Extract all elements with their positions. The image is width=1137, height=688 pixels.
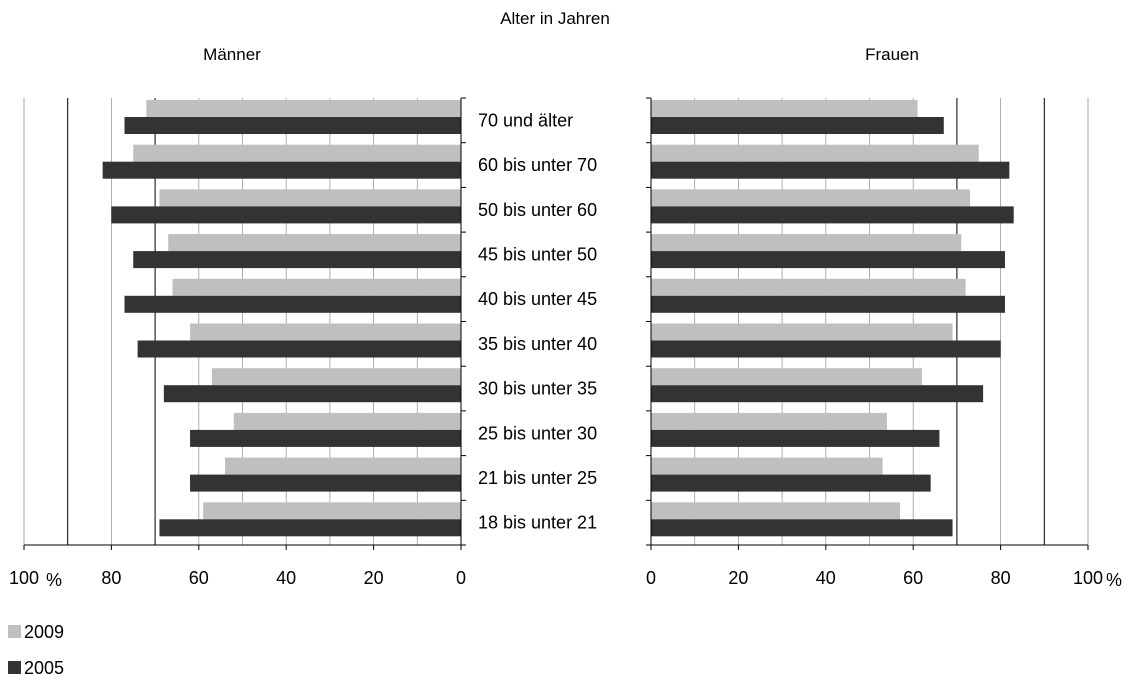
bar-maenner-2005 [137,340,461,358]
category-label: 21 bis unter 25 [478,468,597,488]
bar-frauen-2009 [651,502,901,520]
bar-maenner-2005 [102,161,461,179]
tick-label: 40 [276,568,296,588]
tick-label: 80 [101,568,121,588]
bar-frauen-2009 [651,457,883,475]
bar-maenner-2009 [225,457,461,475]
tick-label: 40 [816,568,836,588]
category-label: 40 bis unter 45 [478,289,597,309]
bar-frauen-2005 [651,117,944,134]
category-label: 25 bis unter 30 [478,423,597,443]
bar-frauen-2009 [651,144,979,162]
tick-label: 0 [646,568,656,588]
bar-maenner-2005 [159,519,461,537]
bar-frauen-2009 [651,278,966,296]
bar-maenner-2009 [190,323,461,341]
legend-label-2009: 2009 [24,622,64,642]
bar-maenner-2005 [124,117,461,134]
tick-label: 60 [189,568,209,588]
bar-maenner-2005 [190,429,461,447]
bar-frauen-2009 [651,323,953,341]
bar-frauen-2005 [651,429,940,447]
bar-maenner-2009 [233,412,461,430]
bar-frauen-2005 [651,474,931,492]
bar-frauen-2009 [651,189,971,207]
tick-label: 60 [903,568,923,588]
bar-frauen-2009 [651,100,918,117]
tick-label: 80 [991,568,1011,588]
legend-swatch-2009 [8,625,21,638]
tick-label: 100 [9,568,39,588]
tick-label: 0 [456,568,466,588]
legend: 2009 2005 [8,622,64,678]
category-label: 60 bis unter 70 [478,155,597,175]
bar-maenner-2009 [146,100,462,117]
category-label: 35 bis unter 40 [478,334,597,354]
tick-label: 20 [728,568,748,588]
chart-title: Alter in Jahren [500,9,610,28]
bar-frauen-2005 [651,295,1005,313]
category-label: 18 bis unter 21 [478,513,597,533]
bar-frauen-2009 [651,412,887,430]
category-label: 30 bis unter 35 [478,379,597,399]
bar-frauen-2005 [651,385,984,403]
legend-label-2005: 2005 [24,658,64,678]
legend-swatch-2005 [8,661,21,674]
category-label: 45 bis unter 50 [478,244,597,264]
bar-frauen-2005 [651,251,1005,269]
bar-frauen-2005 [651,161,1010,179]
category-label: 70 und älter [478,110,573,130]
unit-label: % [1106,570,1122,590]
bar-maenner-2005 [163,385,461,403]
bar-maenner-2005 [190,474,461,492]
bar-maenner-2009 [168,234,461,252]
bar-maenner-2005 [133,251,461,269]
bar-maenner-2009 [159,189,461,207]
bar-frauen-2005 [651,340,1001,358]
bar-frauen-2009 [651,368,922,386]
category-label: 50 bis unter 60 [478,200,597,220]
unit-label: % [46,570,62,590]
bar-frauen-2005 [651,206,1014,224]
bar-maenner-2009 [211,368,461,386]
tick-label: 100 [1073,568,1103,588]
bar-frauen-2009 [651,234,962,252]
panel-title-frauen: Frauen [865,45,919,64]
bar-maenner-2009 [172,278,461,296]
bar-frauen-2005 [651,519,953,537]
tick-label: 20 [364,568,384,588]
bar-maenner-2009 [203,502,462,520]
bar-maenner-2005 [111,206,462,224]
bar-maenner-2005 [124,295,461,313]
bar-maenner-2009 [133,144,461,162]
panel-title-maenner: Männer [203,45,261,64]
